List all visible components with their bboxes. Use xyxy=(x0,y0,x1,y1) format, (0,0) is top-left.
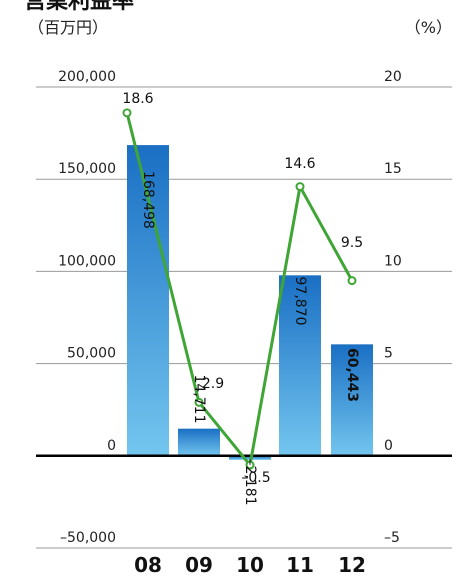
data-labels: 168,498 14,711 –2,181 97,870 60,443 18.6 2.9 –0… xyxy=(122,91,363,506)
bar-12 xyxy=(331,344,373,456)
margin-point-10 xyxy=(245,460,255,470)
bar-11 xyxy=(279,275,321,456)
margin-value-label: 18.6 xyxy=(122,91,153,107)
bar-value-label: –2,181 xyxy=(242,458,258,505)
left-tick-label: 0 xyxy=(107,438,116,454)
right-axis-unit: （%） xyxy=(405,18,452,37)
category-label: 08 xyxy=(134,553,162,577)
margin-value-label: 2.9 xyxy=(202,376,224,392)
left-axis-unit: （百万円） xyxy=(28,18,108,37)
bar-value-label: 168,498 xyxy=(140,171,156,229)
right-tick-label: 5 xyxy=(384,346,393,362)
category-label: 10 xyxy=(236,553,264,577)
category-label: 11 xyxy=(286,553,314,577)
margin-value-label: –0.5 xyxy=(241,470,270,486)
axis-ticks: 200,000 20 150,000 15 100,000 10 50,000 5 0 0 –50,… xyxy=(58,69,402,546)
left-tick-label: 200,000 xyxy=(58,69,116,85)
left-tick-label: 50,000 xyxy=(67,346,116,362)
right-tick-label: 10 xyxy=(384,253,402,269)
bar-value-label: 60,443 xyxy=(344,348,360,402)
margin-value-label: 14.6 xyxy=(284,156,315,172)
margin-point-09 xyxy=(194,397,204,407)
margin-value-label: 9.5 xyxy=(341,235,363,251)
gridlines xyxy=(36,86,452,549)
bar-value-label: 14,711 xyxy=(191,375,207,424)
bar-value-label: 97,870 xyxy=(292,277,308,326)
left-tick-label: –50,000 xyxy=(60,530,116,546)
chart-title: 営業利益率 xyxy=(24,0,134,14)
category-labels: 08 09 10 11 12 xyxy=(134,553,366,577)
margin-line-series xyxy=(122,108,357,470)
category-label: 09 xyxy=(185,553,213,577)
category-label: 12 xyxy=(338,553,366,577)
bar-09 xyxy=(178,428,220,456)
left-tick-label: 100,000 xyxy=(58,253,116,269)
right-tick-label: 0 xyxy=(384,438,393,454)
bar-series xyxy=(127,145,373,460)
right-tick-label: 15 xyxy=(384,161,402,177)
margin-point-11 xyxy=(295,182,305,192)
right-tick-label: 20 xyxy=(384,69,402,85)
left-tick-label: 150,000 xyxy=(58,161,116,177)
right-tick-label: –5 xyxy=(384,530,400,546)
margin-point-12 xyxy=(347,276,357,286)
margin-point-08 xyxy=(122,108,132,118)
